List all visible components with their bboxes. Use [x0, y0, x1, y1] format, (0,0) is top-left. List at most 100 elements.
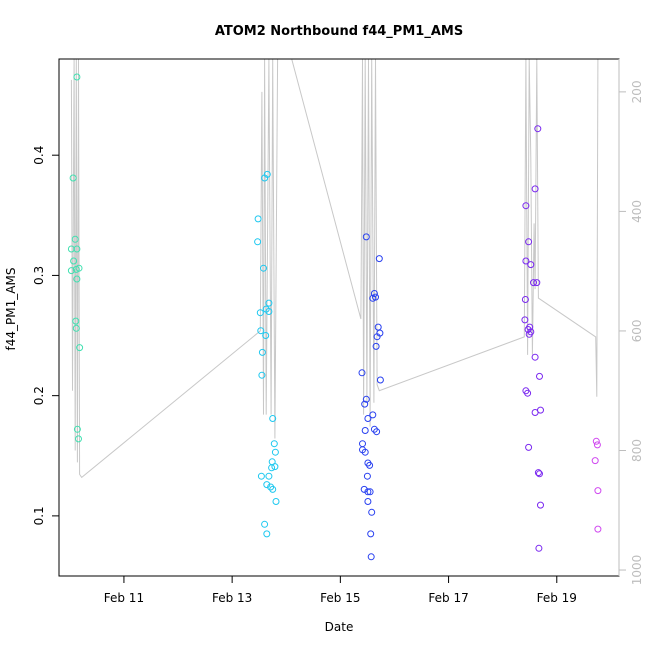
- data-point: [270, 440, 278, 448]
- data-point: [536, 372, 543, 380]
- y-axis-label: f44_PM1_AMS: [4, 268, 18, 351]
- data-point: [372, 293, 379, 301]
- data-point: [531, 185, 539, 193]
- data-point: [261, 520, 269, 528]
- data-point: [272, 498, 280, 505]
- data-point: [591, 457, 599, 465]
- data-point: [263, 481, 271, 489]
- data-point: [367, 530, 375, 538]
- data-point: [594, 487, 602, 495]
- data-point: [360, 485, 368, 493]
- data-point: [361, 448, 369, 456]
- data-point: [362, 395, 370, 403]
- data-point: [361, 400, 369, 408]
- y-tick-label: 0.1: [32, 506, 46, 525]
- data-point: [271, 448, 279, 456]
- data-point: [258, 371, 266, 379]
- data-point: [367, 553, 375, 561]
- data-point: [257, 327, 265, 335]
- series-1: [67, 73, 84, 443]
- data-point: [370, 290, 378, 297]
- data-point: [254, 238, 262, 246]
- x-tick-label: Feb 15: [320, 591, 360, 605]
- axes-layer: Feb 11 Feb 13 Feb 15 Feb 17 Feb 19 0.1 0.2 0.3 0…: [32, 58, 644, 605]
- data-point: [263, 170, 271, 178]
- data-point: [364, 498, 372, 505]
- series-5: [591, 437, 602, 533]
- data-point: [373, 333, 381, 341]
- data-point: [531, 409, 539, 416]
- data-point: [521, 316, 529, 324]
- x-tick-label: Feb 19: [537, 591, 577, 605]
- data-point: [535, 544, 543, 552]
- data-point: [376, 376, 384, 384]
- y-right-tick-label: 200: [630, 80, 644, 103]
- data-point: [375, 255, 383, 263]
- data-point: [368, 508, 376, 516]
- data-point: [522, 257, 530, 265]
- y-tick-label: 0.4: [32, 146, 46, 165]
- data-point: [67, 267, 75, 275]
- data-point: [366, 461, 374, 469]
- data-point: [593, 441, 601, 449]
- data-point: [361, 427, 369, 434]
- data-point: [73, 73, 81, 81]
- data-point: [531, 353, 539, 361]
- data-point: [363, 472, 371, 480]
- data-point: [265, 472, 273, 480]
- data-point: [373, 428, 381, 436]
- data-point: [262, 332, 270, 339]
- x-axis-label: Date: [325, 620, 354, 634]
- data-point: [75, 435, 82, 443]
- data-point: [73, 425, 81, 433]
- data-point: [366, 488, 374, 496]
- series-2: [254, 170, 280, 538]
- altitude-trace-line: [70, 58, 599, 479]
- data-point: [271, 463, 279, 471]
- data-point: [592, 437, 600, 445]
- altitude-trace-layer: [70, 58, 599, 479]
- data-point: [364, 488, 372, 496]
- data-point: [268, 464, 276, 472]
- data-point: [70, 257, 78, 265]
- data-point: [258, 348, 266, 356]
- data-point: [534, 469, 542, 477]
- data-point: [362, 233, 370, 241]
- data-point: [71, 235, 79, 243]
- data-point: [257, 472, 265, 480]
- data-point: [269, 485, 277, 493]
- data-point: [263, 530, 271, 538]
- chart-title: ATOM2 Northbound f44_PM1_AMS: [215, 24, 463, 39]
- x-tick-label: Feb 13: [212, 591, 252, 605]
- data-point: [530, 279, 537, 287]
- data-point: [265, 299, 273, 307]
- data-point: [527, 261, 535, 269]
- data-point: [358, 369, 366, 377]
- data-point: [525, 330, 533, 338]
- y-right-tick-label: 600: [630, 319, 644, 342]
- data-point: [522, 202, 530, 210]
- series-3: [358, 233, 384, 561]
- data-point: [594, 525, 602, 533]
- series-4: [521, 125, 544, 552]
- data-point: [537, 501, 544, 509]
- data-point: [525, 443, 533, 451]
- y-right-tick-label: 800: [630, 439, 644, 462]
- data-point: [72, 317, 80, 325]
- data-point: [265, 308, 273, 315]
- data-points-layer: [67, 73, 602, 561]
- data-point: [534, 125, 542, 133]
- y-tick-label: 0.3: [32, 266, 46, 285]
- data-point: [364, 415, 372, 422]
- data-point: [260, 264, 267, 272]
- x-tick-label: Feb 17: [428, 591, 468, 605]
- data-point: [76, 344, 84, 352]
- data-point: [72, 265, 80, 273]
- data-point: [69, 174, 77, 182]
- y-right-tick-label: 400: [630, 200, 644, 223]
- data-point: [521, 296, 529, 303]
- data-point: [269, 415, 277, 422]
- data-point: [254, 215, 262, 223]
